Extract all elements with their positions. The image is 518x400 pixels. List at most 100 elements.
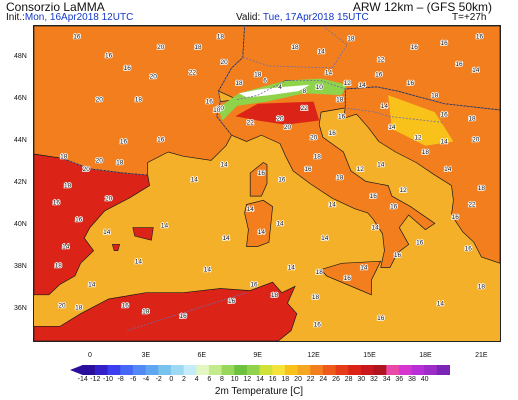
colorbar-high-arrow — [437, 365, 450, 375]
point-value: 14 — [321, 235, 329, 242]
point-value: 18 — [478, 185, 486, 192]
point-value: 14 — [388, 124, 396, 131]
point-value: 16 — [157, 137, 165, 144]
point-value: 22 — [301, 105, 309, 112]
country-border — [61, 157, 148, 176]
point-value: 14 — [135, 258, 143, 265]
point-value: 18 — [478, 284, 486, 291]
point-value: 14 — [440, 139, 448, 146]
point-value: 18 — [116, 160, 124, 167]
country-border — [242, 26, 348, 69]
point-value: 16 — [455, 61, 463, 68]
colorbar-tick-label: 14 — [256, 376, 264, 383]
colorbar-segment — [310, 365, 324, 375]
point-value: 14 — [88, 281, 96, 288]
lat-label: 48N — [14, 52, 27, 60]
point-value: 18 — [254, 71, 262, 78]
colorbar-title: 2m Temperature [C] — [214, 386, 304, 397]
lon-label: 6E — [197, 352, 207, 359]
point-value: 16 — [329, 130, 337, 137]
point-value: 18 — [271, 292, 279, 299]
colorbar-segment — [348, 365, 362, 375]
point-value: 14 — [222, 235, 230, 242]
point-value: 16 — [53, 200, 61, 207]
land-sardinia — [244, 199, 273, 247]
point-value: 18 — [336, 174, 344, 181]
valid-label: Valid: — [236, 12, 261, 23]
point-value: 16 — [179, 313, 187, 320]
point-value: 16 — [250, 281, 258, 288]
point-value: 10 — [213, 107, 221, 114]
point-value: 14 — [360, 265, 368, 272]
colorbar-segment — [145, 365, 160, 375]
colorbar-tick-label: 8 — [220, 376, 224, 383]
point-value: 14 — [247, 206, 255, 213]
point-value: 14 — [276, 221, 284, 228]
alps-cool — [218, 78, 348, 121]
colorbar-segment — [107, 365, 122, 375]
colorbar-segment — [158, 365, 172, 375]
point-value: 16 — [278, 176, 286, 183]
point-value: 6 — [263, 78, 267, 85]
point-value: 16 — [120, 139, 128, 146]
land-iberia — [34, 153, 150, 296]
colorbar-segment — [120, 365, 134, 375]
colorbar-segment — [424, 365, 438, 375]
point-value: 16 — [394, 252, 402, 259]
colorbar-segment — [259, 365, 274, 375]
lon-label: 9E — [253, 352, 262, 359]
point-value: 16 — [75, 216, 83, 223]
point-value: 16 — [338, 113, 346, 120]
colorbar-segment — [284, 365, 299, 375]
point-value: 14 — [358, 82, 366, 89]
colorbar-tick-label: 22 — [306, 376, 315, 383]
point-value: 20 — [58, 302, 66, 309]
point-value: 20 — [83, 166, 91, 173]
colorbar-tick-label: 34 — [382, 376, 391, 383]
land-ibiza — [111, 244, 121, 251]
country-border — [345, 86, 500, 111]
point-value: 22 — [189, 69, 197, 76]
point-value: 20 — [472, 137, 480, 144]
point-value: 16 — [465, 246, 473, 253]
model-title: ARW 12km – (GFS 50km) — [352, 0, 492, 14]
colorbar-tick-label: 12 — [243, 376, 252, 383]
lon-label: 21E — [475, 352, 488, 359]
point-value: 22 — [468, 202, 476, 209]
land-mallorca — [132, 227, 154, 241]
init-label: Init.: — [6, 12, 25, 23]
point-value: 16 — [304, 166, 312, 173]
country-border — [344, 89, 445, 123]
valid-value: Tue, 17Apr2018 15UTC — [262, 12, 369, 23]
point-value: 14 — [329, 202, 337, 209]
point-value: 16 — [73, 34, 81, 41]
colorbar-tick-label: 0 — [169, 376, 174, 383]
colorbar-tick-label: 36 — [395, 376, 404, 383]
colorbar-segment — [373, 365, 388, 375]
point-value: 8 — [302, 88, 306, 95]
colorbar-tick-label: -8 — [117, 376, 124, 383]
point-value: 14 — [325, 69, 333, 76]
point-value: 18 — [316, 269, 324, 276]
org-title: Consorzio LaMMA — [6, 0, 105, 14]
colorbar-tick-label: 6 — [207, 376, 212, 383]
lat-label: 42N — [14, 178, 27, 186]
colorbar-tick-label: 4 — [194, 376, 199, 383]
country-border — [216, 57, 244, 136]
lon-label: 12E — [307, 352, 320, 359]
colorbar-tick-label: -2 — [155, 376, 162, 383]
lon-label: 0 — [87, 352, 92, 359]
point-value: 16 — [440, 40, 448, 47]
point-value: 18 — [142, 309, 150, 316]
point-value: 18 — [135, 97, 143, 104]
colorbar-tick-label: 16 — [268, 376, 277, 383]
colorbar-segment — [246, 365, 261, 375]
point-value: 14 — [103, 229, 111, 236]
point-value: 18 — [235, 80, 243, 87]
colorbar-tick-label: 40 — [420, 376, 429, 383]
colorbar-low-arrow — [70, 365, 83, 375]
init-time: Init.:Mon, 16Apr2018 12UTC — [6, 12, 133, 23]
land-pannonia-mild — [388, 95, 454, 146]
lat-label: 36N — [14, 304, 27, 312]
lat-label: 40N — [14, 220, 27, 228]
